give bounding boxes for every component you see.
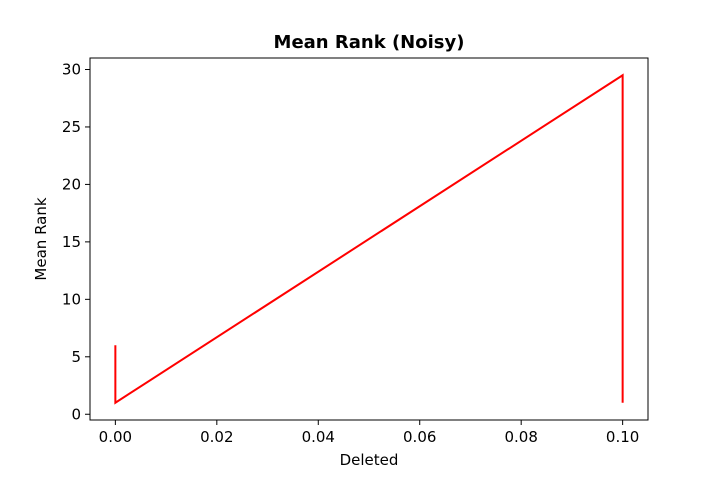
x-tick-label: 0.06	[403, 428, 436, 446]
series-layer	[114, 73, 624, 405]
x-tick-label: 0.10	[606, 428, 639, 446]
y-tick-label: 10	[62, 290, 81, 308]
y-tick-label: 5	[71, 348, 81, 366]
chart-title: Mean Rank (Noisy)	[274, 32, 465, 53]
x-tick-label: 0.04	[302, 428, 335, 446]
y-tick-label: 20	[62, 175, 81, 193]
series-line	[114, 73, 624, 405]
y-tick-label: 15	[62, 233, 81, 251]
y-axis-ticks: 0 5 10 15 20 25 30	[62, 60, 90, 423]
x-axis-ticks: 0.00 0.02 0.04 0.06 0.08 0.10	[99, 420, 639, 446]
plot-area: 0.00 0.02 0.04 0.06 0.08 0.10 0 5 10 15 20 25 30	[62, 57, 649, 446]
y-tick-label: 25	[62, 118, 81, 136]
y-axis-label: Mean Rank	[32, 197, 50, 280]
y-tick-label: 30	[62, 60, 81, 78]
x-axis-label: Deleted	[340, 451, 399, 469]
y-tick-label: 0	[71, 405, 81, 423]
x-tick-label: 0.08	[504, 428, 537, 446]
x-tick-label: 0.00	[99, 428, 132, 446]
x-tick-label: 0.02	[200, 428, 233, 446]
